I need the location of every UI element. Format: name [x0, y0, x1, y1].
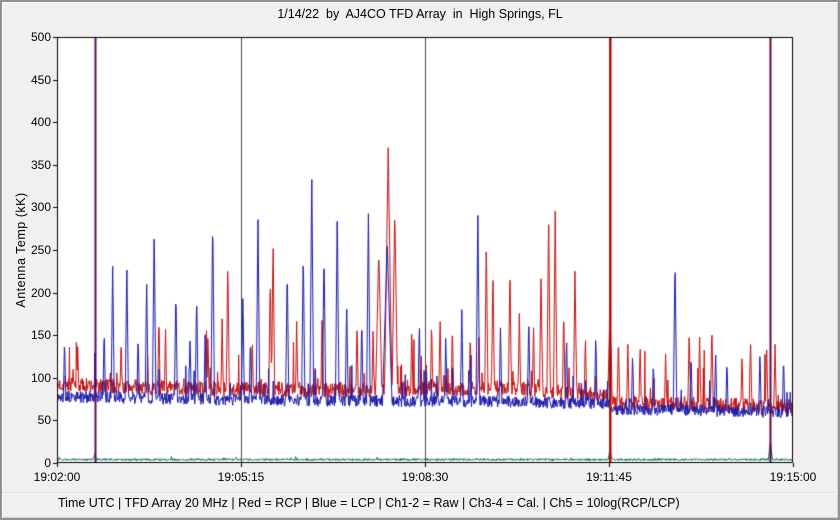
y-tick-label: 0 — [44, 456, 51, 470]
x-tick-label: 19:15:00 — [769, 470, 817, 484]
y-tick-label: 250 — [30, 243, 51, 257]
y-tick-label: 350 — [30, 157, 51, 172]
y-tick-label: 450 — [30, 72, 51, 87]
y-tick-label: 200 — [30, 285, 51, 300]
x-tick-label: 19:11:45 — [586, 470, 632, 484]
status-bar: Time UTC | TFD Array 20 MHz | Red = RCP … — [58, 496, 680, 510]
y-tick-label: 50 — [37, 413, 51, 428]
status-separator — [2, 492, 838, 494]
x-tick-label: 19:02:00 — [33, 470, 81, 484]
y-tick-label: 500 — [30, 30, 51, 44]
y-tick-label: 400 — [30, 115, 51, 130]
y-tick-label: 300 — [30, 200, 51, 215]
x-axis-tick-labels: 19:02:00 19:05:15 19:08:30 19:11:45 19:15:00 — [2, 470, 838, 486]
y-tick-label: 150 — [30, 328, 51, 343]
x-tick-label: 19:05:15 — [217, 470, 265, 484]
chart-title: 1/14/22 by AJ4CO TFD Array in High Sprin… — [277, 7, 563, 21]
y-tick-label: 100 — [30, 370, 51, 385]
x-tick-label: 19:08:30 — [401, 470, 449, 484]
